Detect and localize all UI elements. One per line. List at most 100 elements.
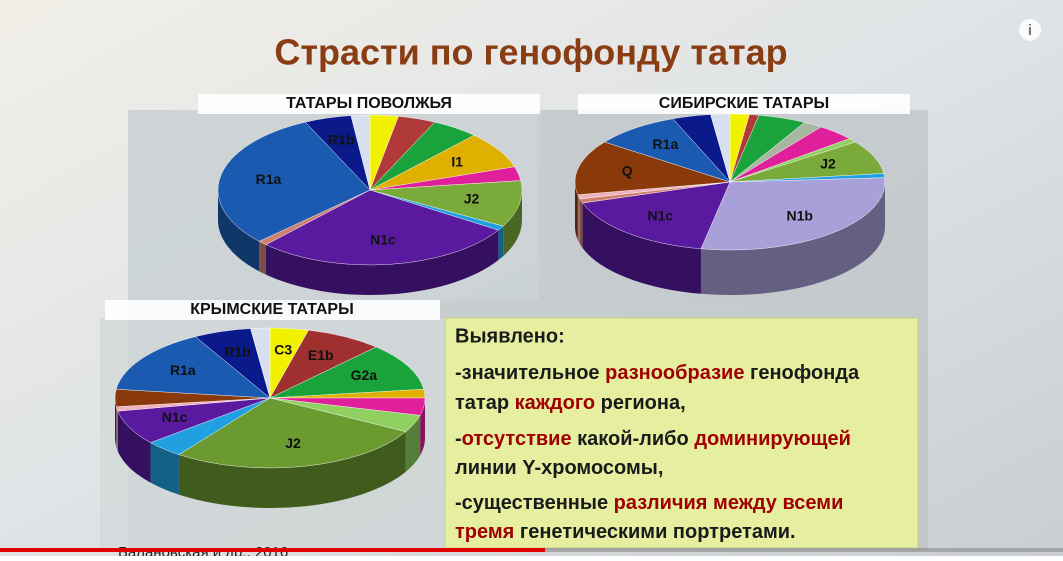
pie-chart: C3 E1b G2a J2 N1c R1a R1b xyxy=(114,327,426,508)
slice-side xyxy=(420,398,426,456)
slice-top xyxy=(115,336,271,399)
slice-side xyxy=(582,203,701,294)
slice-top xyxy=(710,113,731,183)
findings-heading: Выявлено: xyxy=(455,325,565,347)
slice-top xyxy=(582,181,731,250)
pies: I1 J2 N1c R1a R1b J2 N1b N1c Q R1a C3 E1b G2a J2 N1c R1… xyxy=(114,113,886,508)
pie-slice xyxy=(369,189,504,261)
slice-label: N1c xyxy=(647,207,673,223)
slice-label: G2a xyxy=(351,367,378,383)
slice-label: J2 xyxy=(464,190,480,206)
slice-label: R1b xyxy=(328,132,354,148)
pie-slice xyxy=(579,181,731,249)
highlight-segment: разнообразие xyxy=(605,362,744,384)
slice-side xyxy=(503,190,522,257)
text-segment: -значительное xyxy=(455,362,605,384)
text-segment: татар xyxy=(455,392,515,414)
text-segment: линии Y-хромосомы, xyxy=(455,457,663,479)
pie-slice xyxy=(178,397,407,508)
pie-slice xyxy=(710,113,731,183)
chart-title: ТАТАРЫ ПОВОЛЖЬЯ xyxy=(286,95,452,112)
slice-top xyxy=(574,141,731,195)
slice-side xyxy=(498,226,504,261)
slice-label: R1a xyxy=(653,136,679,152)
slice-side xyxy=(405,415,421,472)
pie-slice xyxy=(350,114,371,191)
pie-slice xyxy=(269,346,425,399)
findings: Выявлено: -значительное разнообразие гено… xyxy=(455,325,860,543)
text-segment: -существенные xyxy=(455,492,614,514)
slice-top xyxy=(350,114,371,191)
pie-chart: I1 J2 N1c R1a R1b xyxy=(217,114,523,296)
slice-label: R1b xyxy=(224,343,250,359)
info-icon[interactable] xyxy=(1019,19,1041,41)
slice-side xyxy=(577,194,580,244)
slice-top xyxy=(178,397,407,469)
text-segment: региона, xyxy=(595,392,686,414)
slice-side xyxy=(150,442,179,495)
highlight-segment: тремя xyxy=(455,521,514,543)
findings-line: -отсутствие какой-либо доминирующей xyxy=(455,428,851,450)
text-segment: - xyxy=(455,428,462,450)
slice-label: N1b xyxy=(786,207,812,223)
slice-side xyxy=(259,241,266,275)
slice-label: R1a xyxy=(256,171,282,187)
slide-title: Страсти по генофонду татар xyxy=(274,32,787,73)
pie-slice xyxy=(574,141,731,240)
slice-top xyxy=(604,118,731,183)
info-icon-glyph: i xyxy=(1028,22,1032,39)
slice-label: C3 xyxy=(274,341,292,357)
findings-line: линии Y-хромосомы, xyxy=(455,457,663,479)
highlight-segment: различия между всеми xyxy=(614,492,844,514)
slice-side xyxy=(116,406,118,452)
pie-slice xyxy=(604,118,731,183)
slice-side xyxy=(115,398,117,447)
slice-top xyxy=(265,189,499,266)
slice-top xyxy=(217,121,371,242)
slice-top xyxy=(700,177,886,251)
slice-label: N1c xyxy=(370,231,396,247)
pie-slice xyxy=(250,327,271,399)
pie-slice xyxy=(115,336,271,399)
slice-label: J2 xyxy=(285,435,301,451)
pie-slice xyxy=(150,397,271,495)
highlight-segment: отсутствие xyxy=(462,428,572,450)
slice-top xyxy=(269,346,425,399)
slice-side xyxy=(178,431,406,508)
pie-slice xyxy=(117,397,271,483)
chart-title: КРЫМСКИЕ ТАТАРЫ xyxy=(190,301,354,318)
slice-side xyxy=(575,182,578,240)
title-box xyxy=(105,300,440,320)
text-segment: какой-либо xyxy=(572,428,695,450)
findings-line: -значительное разнообразие генофонда xyxy=(455,362,860,384)
title-box xyxy=(198,94,540,114)
highlight-segment: каждого xyxy=(515,392,596,414)
slice-side xyxy=(700,182,886,295)
findings-line: татар каждого региона, xyxy=(455,392,686,414)
findings-box xyxy=(444,317,919,549)
pie-chart: J2 N1b N1c Q R1a xyxy=(574,113,886,295)
findings-line: -существенные различия между всеми xyxy=(455,492,843,514)
slice-side xyxy=(579,198,583,249)
slice-side xyxy=(265,230,499,296)
chart-title: СИБИРСКИЕ ТАТАРЫ xyxy=(659,95,829,112)
slice-label: J2 xyxy=(820,156,836,172)
pie-slice xyxy=(217,121,371,272)
progress-bar[interactable] xyxy=(0,548,545,552)
pie-slice xyxy=(265,189,499,296)
pie-slice xyxy=(582,181,731,294)
findings-line: тремя генетическими портретами. xyxy=(455,521,796,543)
slice-label: E1b xyxy=(308,347,334,363)
slice-label: I1 xyxy=(451,153,463,169)
pie-slice xyxy=(700,177,886,295)
slice-side xyxy=(218,190,260,272)
text-segment: генетическими портретами. xyxy=(514,521,795,543)
pie-slice xyxy=(369,180,523,257)
slice-label: Q xyxy=(622,163,633,179)
slice-side xyxy=(117,411,151,483)
highlight-segment: доминирующей xyxy=(694,428,851,450)
text-segment: генофонда xyxy=(744,362,860,384)
slice-top xyxy=(369,180,523,227)
slice-top xyxy=(250,327,271,399)
